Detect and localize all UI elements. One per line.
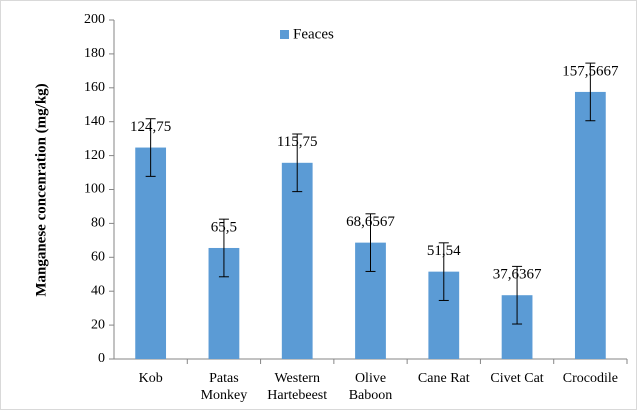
x-tick-label: Crocodile (563, 371, 618, 386)
y-tick-label: 200 (84, 12, 105, 27)
y-tick-label: 160 (84, 80, 105, 95)
x-tick-label: Civet Cat (490, 371, 543, 386)
y-tick-label: 120 (84, 148, 105, 163)
y-tick-label: 80 (91, 216, 105, 231)
bar (574, 91, 606, 360)
x-tick-label: Hartebeest (267, 388, 327, 403)
y-tick-label: 60 (91, 250, 105, 265)
legend-swatch (280, 30, 289, 39)
legend-label: Feaces (293, 26, 334, 42)
x-tick-label: Cane Rat (418, 371, 470, 386)
y-tick-label: 20 (91, 317, 105, 332)
y-tick-label: 140 (84, 114, 105, 129)
x-tick-label: Olive (355, 371, 386, 386)
value-label: 37,6367 (493, 267, 542, 283)
x-tick-label: Western (274, 371, 320, 386)
value-label: 157,5667 (562, 63, 619, 79)
value-label: 68,6567 (346, 214, 395, 230)
x-tick-label: Monkey (201, 388, 248, 403)
y-tick-label: 40 (91, 283, 105, 298)
y-tick-label: 100 (84, 182, 105, 197)
y-tick-label: 0 (98, 351, 105, 366)
bar (281, 162, 313, 359)
x-tick-label: Baboon (349, 388, 393, 403)
y-axis-label: Manganese concenration (mg/kg) (33, 83, 49, 296)
x-tick-label: Kob (139, 371, 163, 386)
value-label: 65,5 (211, 219, 237, 235)
x-tick-label: Patas (209, 371, 239, 386)
y-tick-label: 180 (84, 46, 105, 61)
value-label: 115,75 (277, 134, 318, 150)
value-label: 51,54 (427, 243, 461, 259)
value-label: 124,75 (130, 119, 171, 135)
bar (135, 147, 167, 359)
